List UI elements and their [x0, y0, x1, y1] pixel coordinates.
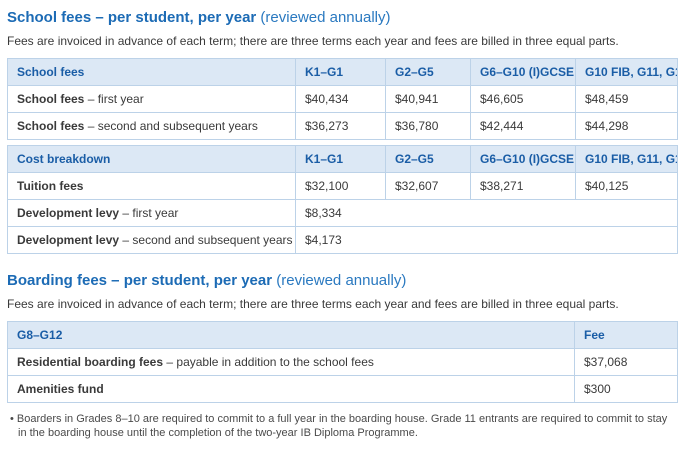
row-label-bold: Development levy [17, 233, 120, 247]
school-fees-header-label: School fees [7, 58, 296, 86]
fee-value: $32,607 [385, 172, 471, 200]
row-label-bold: Tuition fees [17, 179, 84, 193]
fee-value: $44,298 [575, 112, 678, 140]
row-label-bold: Development levy [17, 206, 120, 220]
boarding-header-fee: Fee [574, 321, 678, 349]
table-row: Development levy – second and subsequent… [7, 226, 678, 254]
school-fees-header-g6-g10: G6–G10 (I)GCSE [470, 58, 576, 86]
school-fees-header-g10fib: G10 FIB, G11, G12 [575, 58, 678, 86]
cost-breakdown-header-g10fib: G10 FIB, G11, G12 [575, 145, 678, 173]
table-row: Residential boarding fees – payable in a… [7, 348, 678, 376]
cost-breakdown-header-g6-g10: G6–G10 (I)GCSE [470, 145, 576, 173]
cost-breakdown-header-row: Cost breakdown K1–G1 G2–G5 G6–G10 (I)GCS… [7, 145, 678, 173]
boarding-fees-heading-main: Boarding fees – per student, per year [7, 272, 273, 289]
section-gap [7, 254, 678, 271]
fee-value: $8,334 [295, 199, 678, 227]
boarding-footnote: • Boarders in Grades 8–10 are required t… [10, 413, 668, 439]
school-fees-heading-main: School fees – per student, per year [7, 9, 257, 26]
fee-value: $36,780 [385, 112, 471, 140]
boarding-fees-intro: Fees are invoiced in advance of each ter… [7, 297, 619, 311]
boarding-fees-table: G8–G12 Fee Residential boarding fees – p… [7, 321, 678, 403]
row-label: School fees – first year [7, 85, 296, 113]
row-label: Tuition fees [7, 172, 296, 200]
cost-breakdown-header-k1-g1: K1–G1 [295, 145, 386, 173]
row-label-bold: School fees [17, 119, 85, 133]
boarding-header-grades: G8–G12 [7, 321, 575, 349]
row-label-rest: – second and subsequent years [84, 119, 258, 133]
fee-value: $38,271 [470, 172, 576, 200]
row-label-rest: – payable in addition to the school fees [163, 355, 374, 369]
row-label-bold: Residential boarding fees [17, 355, 164, 369]
school-fees-heading: School fees – per student, per year (rev… [7, 8, 678, 27]
school-fees-heading-suffix: (reviewed annually) [256, 9, 391, 26]
row-label-bold: Amenities fund [17, 382, 104, 396]
row-label-rest: – first year [84, 92, 144, 106]
table-row: Development levy – first year $8,334 [7, 199, 678, 227]
fee-value: $40,125 [575, 172, 678, 200]
table-row: School fees – first year $40,434 $40,941… [7, 85, 678, 113]
table-row: Tuition fees $32,100 $32,607 $38,271 $40… [7, 172, 678, 200]
row-label: Amenities fund [7, 375, 575, 403]
row-label: Residential boarding fees – payable in a… [7, 348, 575, 376]
cost-breakdown-header-label: Cost breakdown [7, 145, 296, 173]
row-label: Development levy – first year [7, 199, 296, 227]
fee-value: $42,444 [470, 112, 576, 140]
fee-value: $37,068 [574, 348, 678, 376]
school-fees-intro: Fees are invoiced in advance of each ter… [7, 34, 619, 48]
row-label: Development levy – second and subsequent… [7, 226, 296, 254]
fee-value: $4,173 [295, 226, 678, 254]
boarding-fees-heading-suffix: (reviewed annually) [272, 272, 407, 289]
school-fees-header-k1-g1: K1–G1 [295, 58, 386, 86]
fee-value: $48,459 [575, 85, 678, 113]
row-label: School fees – second and subsequent year… [7, 112, 296, 140]
row-label-rest: – second and subsequent years [119, 233, 293, 247]
boarding-fees-heading: Boarding fees – per student, per year (r… [7, 271, 678, 290]
fee-value: $40,941 [385, 85, 471, 113]
fee-value: $32,100 [295, 172, 386, 200]
cost-breakdown-header-g2-g5: G2–G5 [385, 145, 471, 173]
row-label-bold: School fees [17, 92, 85, 106]
fee-value: $300 [574, 375, 678, 403]
row-label-rest: – first year [119, 206, 179, 220]
school-fees-header-g2-g5: G2–G5 [385, 58, 471, 86]
fee-value: $40,434 [295, 85, 386, 113]
table-row: Amenities fund $300 [7, 375, 678, 403]
cost-breakdown-table: Cost breakdown K1–G1 G2–G5 G6–G10 (I)GCS… [7, 145, 678, 254]
school-fees-table: School fees K1–G1 G2–G5 G6–G10 (I)GCSE G… [7, 58, 678, 140]
table-row: School fees – second and subsequent year… [7, 112, 678, 140]
fee-value: $46,605 [470, 85, 576, 113]
school-fees-header-row: School fees K1–G1 G2–G5 G6–G10 (I)GCSE G… [7, 58, 678, 86]
fee-value: $36,273 [295, 112, 386, 140]
boarding-header-row: G8–G12 Fee [7, 321, 678, 349]
